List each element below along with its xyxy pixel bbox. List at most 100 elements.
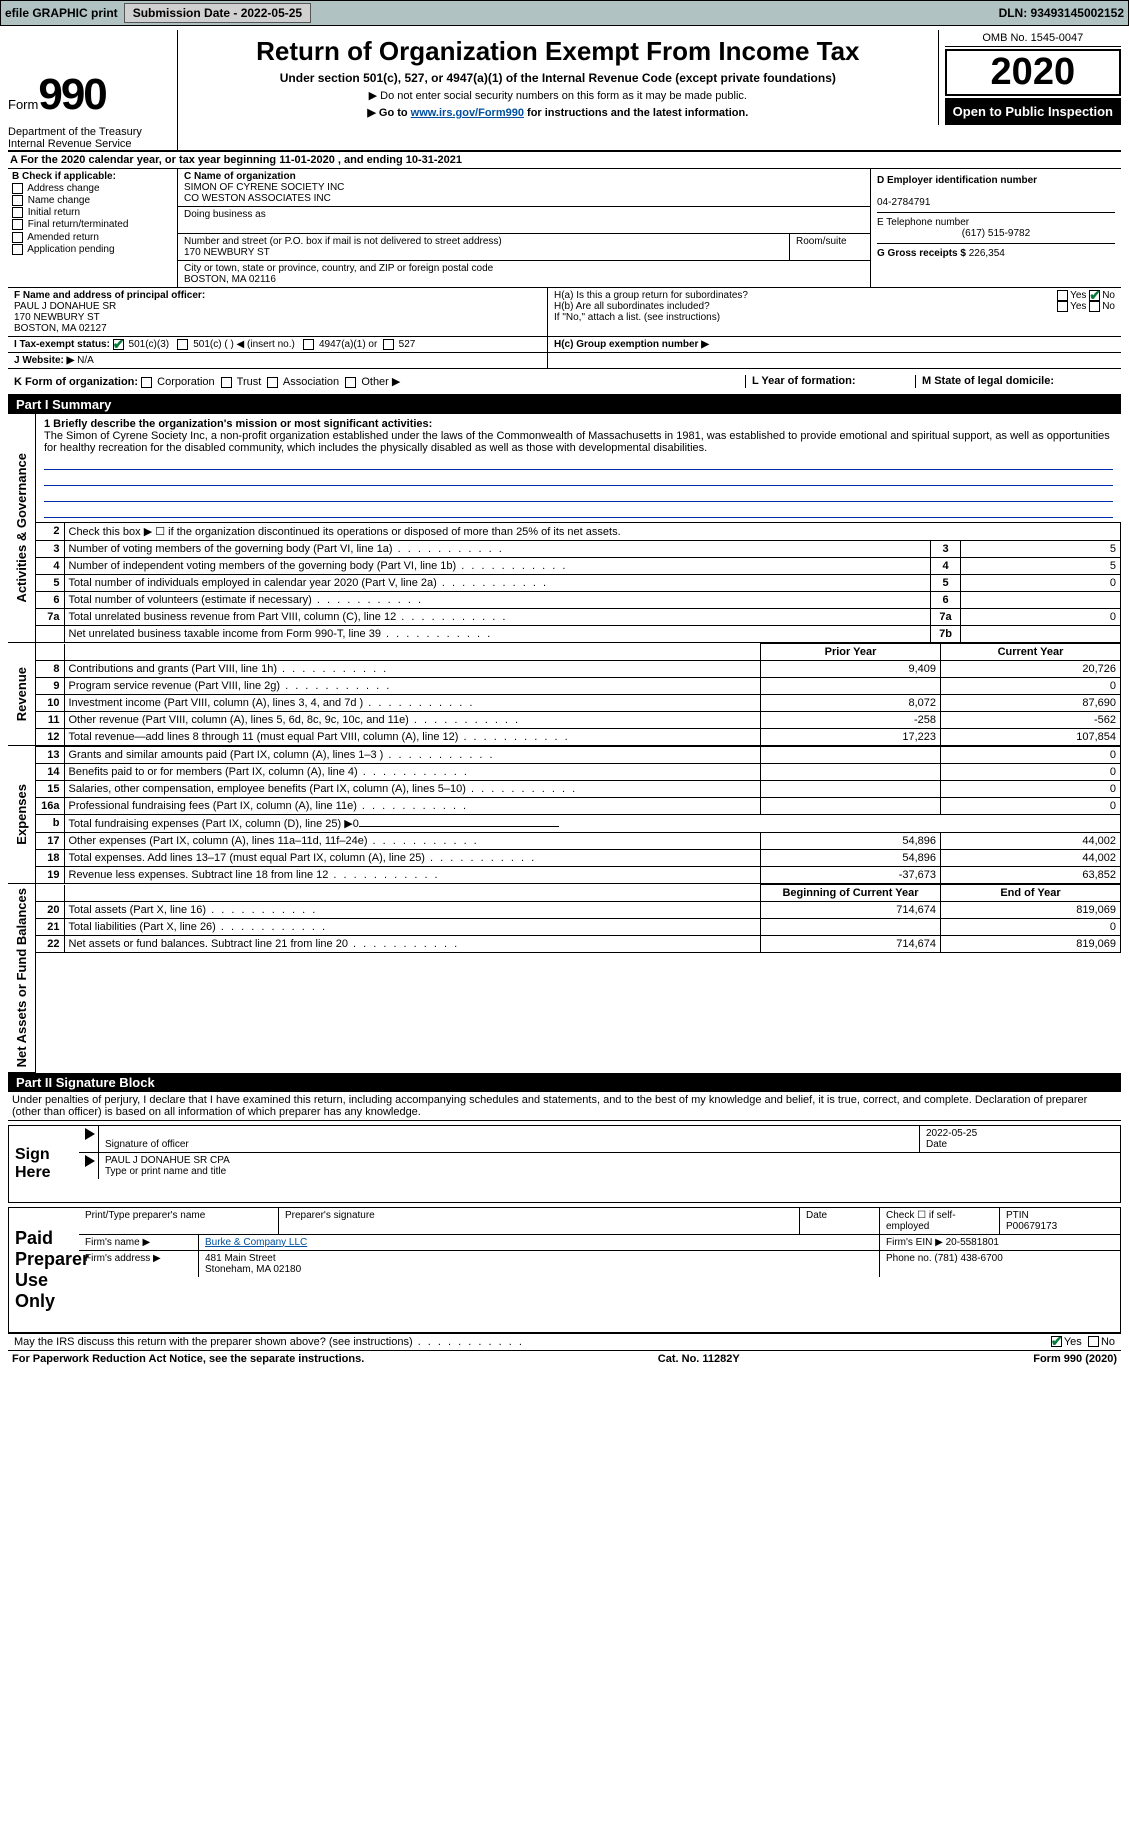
officer-city: BOSTON, MA 02127 (14, 323, 107, 334)
form-number: 990 (38, 70, 105, 119)
501c-checkbox[interactable] (177, 339, 188, 350)
ein-label: D Employer identification number (877, 175, 1037, 186)
corp-checkbox[interactable] (141, 377, 152, 388)
form990-link[interactable]: www.irs.gov/Form990 (411, 107, 524, 119)
form-990-footer: Form 990 (2020) (1033, 1353, 1117, 1365)
ha-label: H(a) Is this a group return for subordin… (554, 290, 1057, 301)
form-word: Form (8, 97, 38, 112)
city-label: City or town, state or province, country… (184, 263, 493, 274)
preparer-name-label: Print/Type preparer's name (79, 1208, 279, 1234)
name-change-checkbox[interactable] (12, 195, 23, 206)
room-suite-label: Room/suite (790, 234, 870, 260)
other-checkbox[interactable] (345, 377, 356, 388)
goto-post: for instructions and the latest informat… (524, 107, 748, 119)
net-assets-label: Net Assets or Fund Balances (12, 884, 31, 1071)
signature-declaration: Under penalties of perjury, I declare th… (8, 1092, 1121, 1121)
website-value: N/A (77, 355, 94, 366)
sig-name-label: Type or print name and title (105, 1166, 226, 1177)
firm-name-link[interactable]: Burke & Company LLC (205, 1237, 307, 1248)
goto-pre: ▶ Go to (367, 107, 410, 119)
dln-label: DLN: 93493145002152 (999, 6, 1124, 20)
paperwork-notice: For Paperwork Reduction Act Notice, see … (12, 1353, 364, 1365)
arrow-icon (85, 1128, 95, 1140)
org-name-label: C Name of organization (184, 171, 296, 182)
discuss-yes-checkbox[interactable] (1051, 1336, 1062, 1347)
officer-name: PAUL J DONAHUE SR (14, 301, 116, 312)
form-org-label: K Form of organization: (14, 376, 138, 388)
firm-phone-label: Phone no. (886, 1253, 932, 1264)
expenses-label: Expenses (12, 780, 31, 849)
tax-exempt-label: I Tax-exempt status: (14, 339, 110, 350)
check-applicable-label: B Check if applicable: (12, 171, 116, 182)
preparer-sig-label: Preparer's signature (279, 1208, 800, 1234)
501c3-checkbox[interactable] (113, 339, 124, 350)
discuss-label: May the IRS discuss this return with the… (14, 1336, 1051, 1348)
tax-year: 2020 (945, 49, 1121, 96)
activities-governance-label: Activities & Governance (12, 449, 31, 607)
application-pending-checkbox[interactable] (12, 244, 23, 255)
assoc-checkbox[interactable] (267, 377, 278, 388)
tax-period: A For the 2020 calendar year, or tax yea… (8, 151, 1121, 169)
arrow-icon (85, 1155, 95, 1167)
discuss-no-checkbox[interactable] (1088, 1336, 1099, 1347)
mission-label: 1 Briefly describe the organization's mi… (44, 418, 432, 430)
self-employed-label: Check ☐ if self-employed (880, 1208, 1000, 1234)
firm-city-value: Stoneham, MA 02180 (205, 1264, 301, 1275)
sig-date-label: Date (926, 1139, 947, 1150)
final-return-checkbox[interactable] (12, 219, 23, 230)
firm-addr-label: Firm's address ▶ (79, 1251, 199, 1277)
phone-value: (617) 515-9782 (877, 228, 1115, 239)
phone-label: E Telephone number (877, 217, 969, 228)
section-d: D Employer identification number 04-2784… (871, 169, 1121, 287)
form-subtitle: Under section 501(c), 527, or 4947(a)(1)… (186, 71, 930, 85)
mission-text: The Simon of Cyrene Society Inc, a non-p… (44, 430, 1110, 454)
paid-preparer-label: Paid Preparer Use Only (9, 1208, 79, 1332)
org-name-1: SIMON OF CYRENE SOCIETY INC (184, 182, 344, 193)
firm-phone-value: (781) 438-6700 (934, 1253, 1002, 1264)
ein-value: 04-2784791 (877, 197, 930, 208)
firm-name-label: Firm's name ▶ (79, 1235, 199, 1250)
ha-no-checkbox[interactable] (1089, 290, 1100, 301)
expenses-table: 13Grants and similar amounts paid (Part … (36, 746, 1121, 884)
website-label: J Website: ▶ (14, 355, 74, 366)
topbar: efile GRAPHIC print Submission Date - 20… (0, 0, 1129, 26)
ssn-note: ▶ Do not enter social security numbers o… (186, 89, 930, 102)
hc-label: H(c) Group exemption number ▶ (554, 339, 709, 350)
firm-addr-value: 481 Main Street (205, 1253, 276, 1264)
initial-return-checkbox[interactable] (12, 207, 23, 218)
firm-ein-label: Firm's EIN ▶ (886, 1237, 943, 1248)
submission-date-button[interactable]: Submission Date - 2022-05-25 (124, 3, 311, 23)
ha-yes-checkbox[interactable] (1057, 290, 1068, 301)
department-label: Department of the Treasury Internal Reve… (8, 126, 173, 150)
sign-here-label: Sign Here (9, 1126, 79, 1202)
preparer-date-label: Date (800, 1208, 880, 1234)
4947-checkbox[interactable] (303, 339, 314, 350)
firm-ein-value: 20-5581801 (946, 1237, 999, 1248)
gross-receipts-value: 226,354 (969, 248, 1005, 259)
state-domicile-label: M State of legal domicile: (922, 375, 1054, 387)
city-value: BOSTON, MA 02116 (184, 274, 276, 285)
part-2-header: Part II Signature Block (8, 1073, 1121, 1092)
revenue-label: Revenue (12, 663, 31, 725)
omb-number: OMB No. 1545-0047 (945, 30, 1121, 47)
paid-preparer-block: Paid Preparer Use Only Print/Type prepar… (8, 1207, 1121, 1333)
hb-note: If "No," attach a list. (see instruction… (554, 312, 1115, 323)
ptin-label: PTIN (1006, 1210, 1029, 1221)
sig-date: 2022-05-25 (926, 1128, 977, 1139)
year-formation-label: L Year of formation: (752, 375, 856, 387)
trust-checkbox[interactable] (221, 377, 232, 388)
dba-label: Doing business as (184, 209, 266, 220)
efile-label: efile GRAPHIC print (5, 6, 118, 20)
open-public-inspection: Open to Public Inspection (945, 98, 1121, 125)
hb-yes-checkbox[interactable] (1057, 301, 1068, 312)
amended-return-checkbox[interactable] (12, 232, 23, 243)
street-value: 170 NEWBURY ST (184, 247, 270, 258)
part-1-header: Part I Summary (8, 395, 1121, 414)
address-change-checkbox[interactable] (12, 183, 23, 194)
section-c: C Name of organization SIMON OF CYRENE S… (178, 169, 871, 287)
officer-label: F Name and address of principal officer: (14, 290, 205, 301)
form-title: Return of Organization Exempt From Incom… (186, 36, 930, 67)
gross-receipts-label: G Gross receipts $ (877, 248, 966, 259)
527-checkbox[interactable] (383, 339, 394, 350)
ptin-value: P00679173 (1006, 1221, 1057, 1232)
